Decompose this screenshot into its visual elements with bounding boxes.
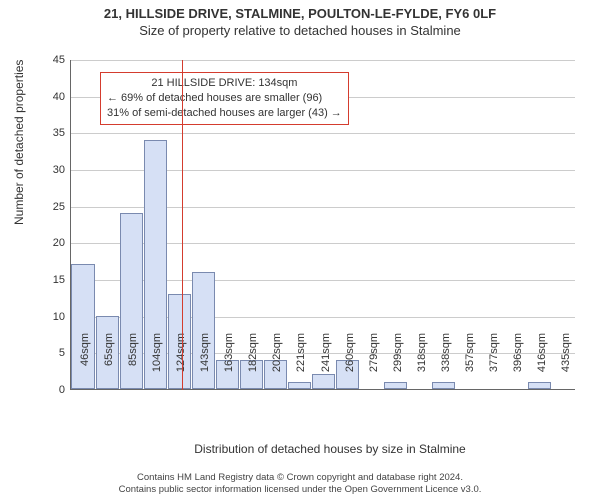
callout-box: 21 HILLSIDE DRIVE: 134sqm← 69% of detach… [100, 72, 349, 125]
x-tick: 85sqm [127, 333, 139, 393]
y-tick: 15 [53, 274, 71, 286]
x-tick: 318sqm [416, 333, 428, 393]
plot-area: 05101520253035404546sqm65sqm85sqm104sqm1… [70, 60, 575, 390]
x-tick: 299sqm [392, 333, 404, 393]
x-tick: 338sqm [440, 333, 452, 393]
x-tick: 182sqm [247, 333, 259, 393]
x-tick: 202sqm [271, 333, 283, 393]
callout-line: ← 69% of detached houses are smaller (96… [107, 91, 342, 106]
x-tick: 143sqm [199, 333, 211, 393]
x-tick: 46sqm [79, 333, 91, 393]
y-tick: 40 [53, 91, 71, 103]
x-axis-label: Distribution of detached houses by size … [30, 442, 600, 456]
title-main: 21, HILLSIDE DRIVE, STALMINE, POULTON-LE… [0, 0, 600, 21]
x-tick: 377sqm [488, 333, 500, 393]
y-axis-label: Number of detached properties [12, 60, 26, 225]
y-tick: 20 [53, 237, 71, 249]
y-tick: 0 [59, 384, 71, 396]
x-tick: 221sqm [295, 333, 307, 393]
reference-line [182, 60, 183, 390]
x-tick: 65sqm [103, 333, 115, 393]
footer-attribution: Contains HM Land Registry data © Crown c… [0, 472, 600, 496]
x-tick: 435sqm [560, 333, 572, 393]
footer-line-2: Contains public sector information licen… [0, 484, 600, 496]
footer-line-1: Contains HM Land Registry data © Crown c… [0, 472, 600, 484]
x-tick: 416sqm [536, 333, 548, 393]
x-tick: 279sqm [368, 333, 380, 393]
y-tick: 5 [59, 347, 71, 359]
callout-line: 31% of semi-detached houses are larger (… [107, 106, 342, 121]
title-sub: Size of property relative to detached ho… [0, 21, 600, 38]
x-tick: 163sqm [223, 333, 235, 393]
y-tick: 25 [53, 201, 71, 213]
y-tick: 10 [53, 311, 71, 323]
x-tick: 396sqm [512, 333, 524, 393]
y-tick: 45 [53, 54, 71, 66]
y-tick: 35 [53, 127, 71, 139]
y-tick: 30 [53, 164, 71, 176]
x-tick: 104sqm [151, 333, 163, 393]
x-tick: 357sqm [464, 333, 476, 393]
x-tick: 260sqm [344, 333, 356, 393]
callout-line: 21 HILLSIDE DRIVE: 134sqm [107, 76, 342, 91]
x-tick: 241sqm [320, 333, 332, 393]
chart-container: 21, HILLSIDE DRIVE, STALMINE, POULTON-LE… [0, 0, 600, 500]
